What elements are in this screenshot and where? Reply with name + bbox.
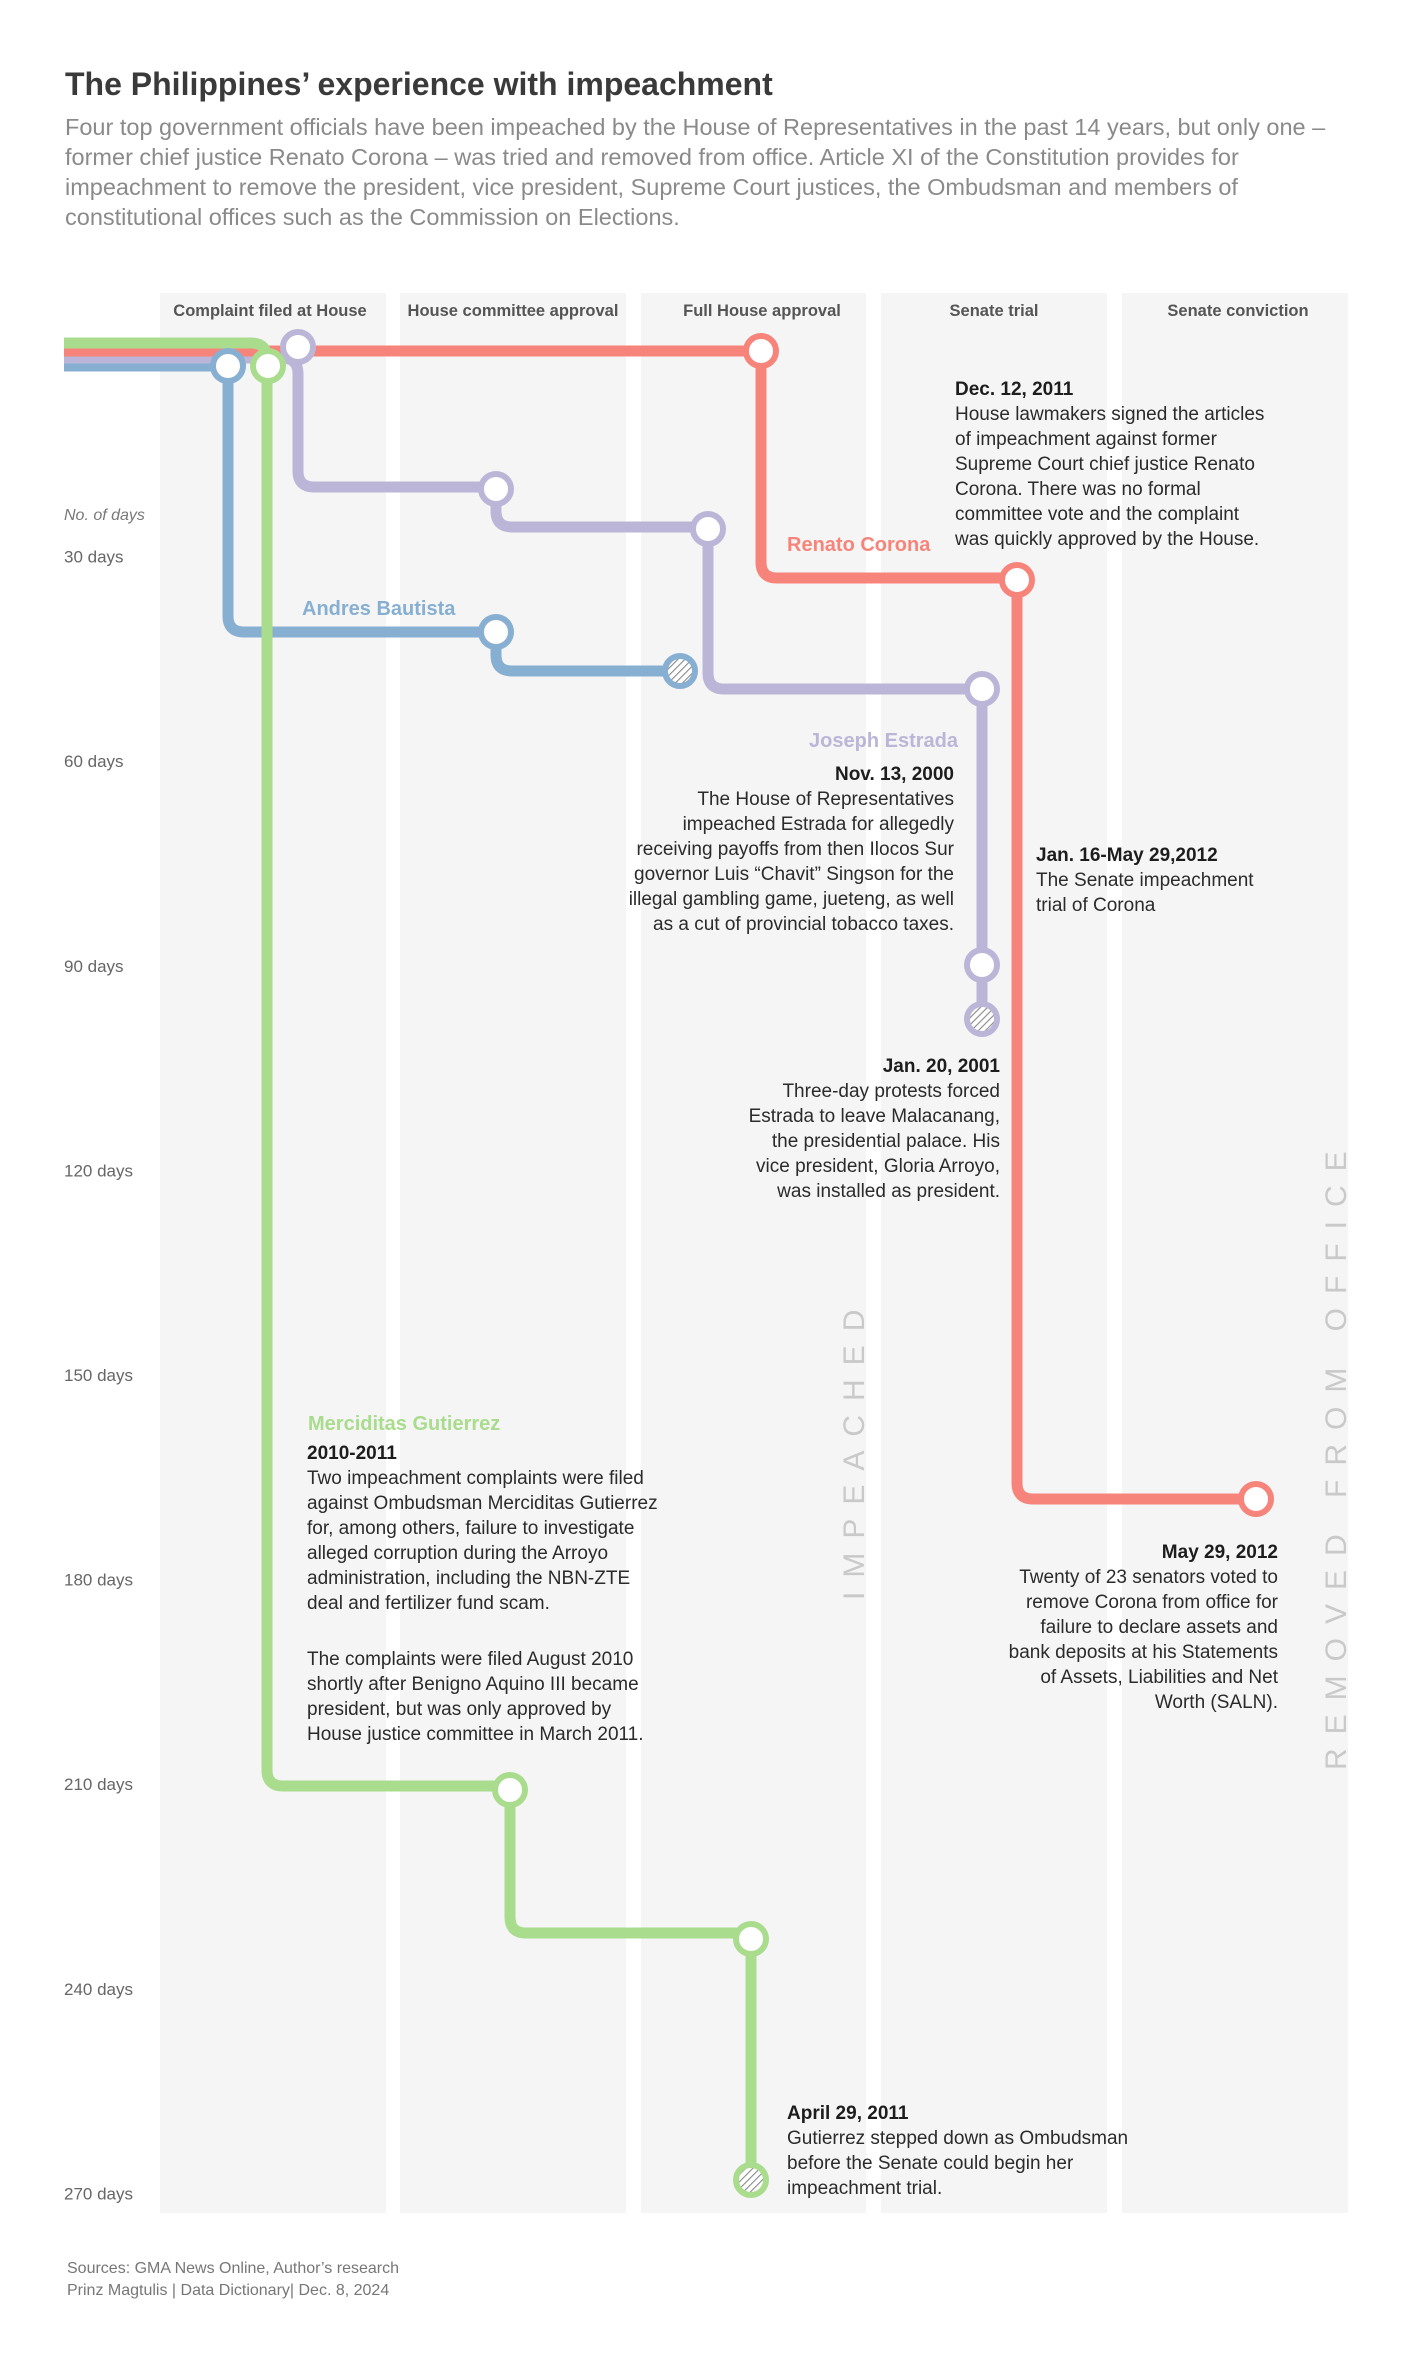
milestone-node-5 [690, 511, 726, 547]
annotation-estrada-jan: Jan. 20, 2001 Three-day protests forced Es… [749, 1056, 1001, 1202]
milestone-node-7 [478, 614, 514, 650]
annotation-line: receiving payoffs from then Ilocos Sur [636, 839, 954, 860]
annotation-line: Three-day protests forced [782, 1081, 1000, 1102]
annotation-line: president, but was only approved by [307, 1699, 612, 1720]
annotation-date: May 29, 2012 [1162, 1542, 1278, 1563]
stage-column-senate-trial [881, 293, 1107, 2213]
milestone-node-9 [964, 671, 1000, 707]
y-tick-120: 120 days [64, 1161, 133, 1180]
annotation-line: bank deposits at his Statements [1009, 1642, 1278, 1663]
annotation-corona-trial: Jan. 16-May 29,2012 The Senate impeachmen… [1036, 845, 1254, 916]
milestone-node-4 [478, 471, 514, 507]
milestone-node-2 [250, 348, 286, 384]
annotation-line: was quickly approved by the House. [954, 529, 1259, 550]
annotation-line: committee vote and the complaint [955, 504, 1240, 525]
line-joseph-estrada [64, 352, 988, 1019]
page-title: The Philippines’ experience with impeach… [65, 66, 773, 102]
y-tick-60: 60 days [64, 752, 124, 771]
annotation-line: failure to declare assets and [1040, 1617, 1278, 1638]
annotation-line: as a cut of provincial tobacco taxes. [653, 914, 954, 935]
label-joseph-estrada: Joseph Estrada [809, 730, 959, 752]
annotation-line: of Assets, Liabilities and Net [1040, 1667, 1278, 1688]
annotation-line: Two impeachment complaints were filed [307, 1468, 644, 1489]
annotation-line: Supreme Court chief justice Renato [955, 454, 1255, 475]
milestone-node-12 [1238, 1481, 1274, 1517]
annotation-line: Twenty of 23 senators voted to [1019, 1567, 1278, 1588]
zone-label-removed: REMOVED FROM OFFICE [1320, 1137, 1353, 1770]
annotation-line: Worth (SALN). [1155, 1692, 1278, 1713]
annotation-date: Jan. 16-May 29,2012 [1036, 845, 1218, 866]
milestone-node-0 [280, 329, 316, 365]
y-tick-30: 30 days [64, 548, 124, 567]
annotation-line: House justice committee in March 2011. [307, 1724, 644, 1745]
annotation-line: trial of Corona [1036, 895, 1156, 916]
page-subtitle: Four top government officials have been … [65, 114, 1326, 230]
label-merciditas-gutierrez: Merciditas Gutierrez [308, 1413, 500, 1435]
annotation-line: Corona. There was no formal [955, 479, 1201, 500]
annotation-line: vice president, Gloria Arroyo, [756, 1156, 1000, 1177]
stage-label-senate-conviction: Senate conviction [1167, 302, 1308, 320]
milestone-node-1 [210, 348, 246, 384]
annotation-line: for, among others, failure to investigat… [307, 1518, 634, 1539]
label-andres-bautista: Andres Bautista [302, 598, 456, 620]
stage-label-committee: House committee approval [408, 302, 619, 320]
annotation-line: Estrada to leave Malacanang, [749, 1106, 1000, 1127]
annotation-line: illegal gambling game, jueteng, as well [629, 889, 954, 910]
milestone-node-13 [492, 1772, 528, 1808]
annotation-estrada-nov: Nov. 13, 2000 The House of Representative… [629, 764, 955, 935]
annotation-date: Jan. 20, 2001 [883, 1056, 1001, 1077]
annotation-line: The complaints were filed August 2010 [307, 1649, 633, 1670]
y-tick-270: 270 days [64, 2184, 133, 2203]
milestone-node-3 [743, 333, 779, 369]
annotation-line: against Ombudsman Merciditas Gutierrez [307, 1493, 658, 1514]
annotation-line: The House of Representatives [697, 789, 954, 810]
y-tick-240: 240 days [64, 1980, 133, 1999]
annotation-line: before the Senate could begin her [787, 2153, 1074, 2174]
annotation-line: alleged corruption during the Arroyo [307, 1543, 608, 1564]
annotation-line: remove Corona from office for [1026, 1592, 1279, 1613]
annotation-date: Nov. 13, 2000 [835, 764, 954, 785]
annotation-line: impeachment trial. [787, 2178, 942, 2199]
annotation-line: was installed as president. [776, 1181, 1000, 1202]
annotation-date: 2010-2011 [307, 1443, 397, 1464]
annotation-line: administration, including the NBN-ZTE [307, 1568, 630, 1589]
y-tick-90: 90 days [64, 957, 124, 976]
annotation-line: governor Luis “Chavit” Singson for the [634, 864, 954, 885]
annotation-line: of impeachment against former [955, 429, 1218, 450]
annotation-line: Gutierrez stepped down as Ombudsman [787, 2128, 1128, 2149]
annotation-date: April 29, 2011 [787, 2103, 909, 2124]
stage-column-complaint [160, 293, 386, 2213]
footer-sources: Sources: GMA News Online, Author’s resea… [67, 2260, 399, 2277]
stage-label-senate-trial: Senate trial [950, 302, 1039, 320]
annotation-gutierrez-info: 2010-2011 Two impeachment complaints were… [307, 1443, 658, 1745]
annotation-line: impeached Estrada for allegedly [683, 814, 955, 835]
annotation-gutierrez-apr: April 29, 2011 Gutierrez stepped down as … [787, 2103, 1128, 2199]
milestone-node-6 [999, 562, 1035, 598]
annotation-date: Dec. 12, 2011 [955, 379, 1074, 400]
exit-node-11 [964, 1001, 1000, 1037]
stage-column-full-house [641, 293, 866, 2213]
annotation-line: deal and fertilizer fund scam. [307, 1593, 550, 1614]
annotation-line: the presidential palace. His [772, 1131, 1000, 1152]
footer-credit: Prinz Magtulis | Data Dictionary| Dec. 8… [67, 2282, 390, 2299]
stage-column-senate-conviction [1122, 293, 1348, 2213]
zone-label-impeached: IMPEACHED [838, 1296, 871, 1600]
y-axis-title: No. of days [64, 507, 145, 524]
annotation-line: shortly after Benigno Aquino III became [307, 1674, 639, 1695]
annotation-corona-dec: Dec. 12, 2011 House lawmakers signed the … [954, 379, 1264, 550]
stage-label-complaint: Complaint filed at House [173, 302, 366, 320]
annotation-line: House lawmakers signed the articles [955, 404, 1264, 425]
y-tick-210: 210 days [64, 1775, 133, 1794]
stage-label-full-house: Full House approval [683, 302, 841, 320]
y-tick-150: 150 days [64, 1366, 133, 1385]
annotation-corona-may: May 29, 2012 Twenty of 23 senators voted … [1009, 1542, 1279, 1713]
exit-node-8 [662, 653, 698, 689]
annotation-line: The Senate impeachment [1036, 870, 1254, 891]
exit-node-15 [733, 2162, 769, 2198]
milestone-node-14 [733, 1921, 769, 1957]
y-tick-180: 180 days [64, 1571, 133, 1590]
milestone-node-10 [964, 947, 1000, 983]
label-renato-corona: Renato Corona [787, 534, 931, 556]
